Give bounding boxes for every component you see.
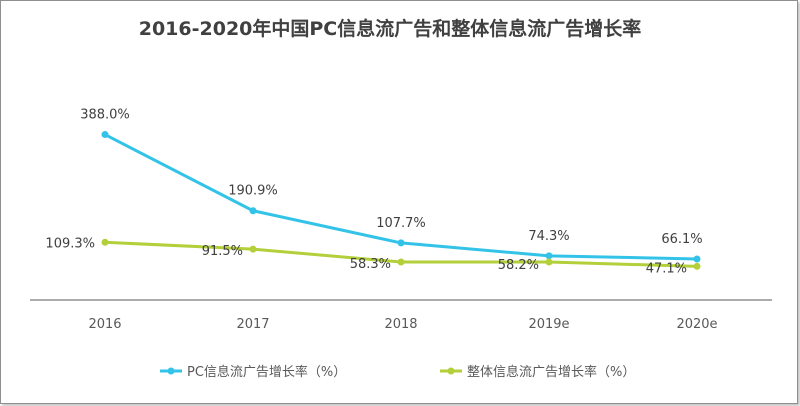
data-point-0-4: [693, 255, 701, 263]
data-label-0-1: 190.9%: [228, 184, 278, 199]
legend-label-0: PC信息流广告增长率（%）: [187, 364, 346, 380]
data-point-1-0: [101, 238, 109, 246]
data-label-0-4: 66.1%: [661, 232, 702, 247]
data-point-0-2: [397, 239, 405, 247]
legend-marker-1: [447, 367, 455, 375]
legend-marker-0: [167, 367, 175, 375]
data-point-1-1: [249, 245, 257, 253]
data-point-1-3: [545, 258, 553, 266]
data-point-0-1: [249, 207, 257, 215]
x-tick-label-2020e: 2020e: [676, 317, 717, 332]
data-point-1-4: [693, 262, 701, 270]
x-tick-label-2019e: 2019e: [528, 317, 569, 332]
data-point-1-2: [397, 258, 405, 266]
data-label-0-2: 107.7%: [376, 216, 426, 231]
data-label-1-4: 47.1%: [646, 261, 687, 276]
data-point-0-3: [545, 252, 553, 260]
x-tick-label-2017: 2017: [236, 317, 269, 332]
data-label-1-3: 58.2%: [498, 258, 539, 273]
data-point-0-0: [101, 131, 109, 139]
chart-title: 2016-2020年中国PC信息流广告和整体信息流广告增长率: [138, 18, 642, 40]
x-tick-label-2016: 2016: [88, 317, 121, 332]
data-label-0-3: 74.3%: [528, 229, 569, 244]
data-label-1-0: 109.3%: [45, 236, 95, 251]
data-label-1-2: 58.3%: [350, 257, 391, 272]
data-label-1-1: 91.5%: [202, 244, 243, 259]
data-label-0-0: 388.0%: [80, 108, 130, 123]
legend-label-1: 整体信息流广告增长率（%）: [467, 364, 635, 380]
x-tick-label-2018: 2018: [384, 317, 417, 332]
